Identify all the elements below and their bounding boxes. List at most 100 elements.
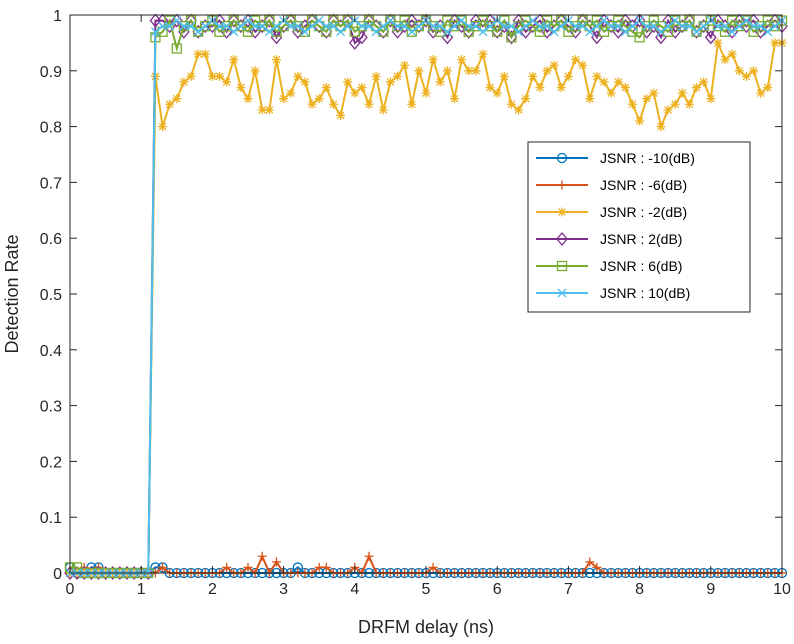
data-point-s2-93 — [727, 49, 737, 59]
data-point-s4-85 — [670, 15, 681, 26]
data-point-s5-46 — [393, 21, 402, 31]
data-point-s4-33 — [299, 26, 311, 37]
data-point-s2-64 — [521, 94, 531, 104]
data-point-s2-28 — [264, 105, 274, 115]
data-point-s5-56 — [464, 21, 474, 31]
legend-marker — [556, 152, 568, 164]
data-point-s2-87 — [684, 99, 694, 109]
data-point-s4-15 — [171, 43, 182, 54]
data-point-s4-82 — [648, 15, 659, 26]
data-point-s4-72 — [577, 15, 588, 26]
data-point-s2-91 — [713, 38, 723, 48]
data-point-s5-41 — [357, 21, 367, 31]
data-point-s2-23 — [229, 55, 239, 65]
data-point-s4-48 — [406, 26, 417, 37]
data-point-s2-63 — [514, 105, 524, 115]
data-point-s5-58 — [478, 27, 488, 37]
data-point-s3-15 — [170, 13, 183, 28]
data-point-s5-23 — [229, 27, 239, 37]
legend-entry-label: JSNR : -10(dB) — [600, 150, 695, 166]
data-point-s5-33 — [300, 27, 310, 37]
data-point-s2-47 — [400, 60, 410, 70]
data-point-s2-66 — [535, 83, 545, 93]
y-tick-label: 1 — [53, 8, 62, 25]
data-point-s2-59 — [485, 83, 495, 93]
data-point-s2-56 — [464, 66, 474, 76]
legend-entry-label: JSNR : -2(dB) — [600, 204, 687, 220]
data-point-s2-90 — [706, 94, 716, 104]
tick-layer: 0 1 2 3 4 5 6 7 8 9 10 0 0.1 0.2 0.3 0.4 0.5 0.6 0.7 0.8 0.9… — [40, 8, 791, 598]
data-point-s2-84 — [663, 105, 673, 115]
data-point-s3-80 — [633, 13, 646, 28]
data-point-s1-42 — [364, 551, 374, 561]
data-point-s2-77 — [613, 77, 623, 87]
data-point-s2-51 — [428, 55, 438, 65]
data-point-s4-66 — [534, 26, 546, 37]
data-point-s2-42 — [364, 99, 374, 109]
data-point-s5-77 — [613, 21, 623, 31]
data-point-s2-33 — [300, 77, 310, 87]
data-point-s5-57 — [471, 21, 481, 31]
data-point-s2-98 — [763, 83, 773, 93]
data-point-s5-94 — [734, 21, 744, 31]
data-point-s3-40 — [348, 35, 361, 50]
data-point-s2-57 — [471, 66, 481, 76]
data-point-s2-17 — [186, 71, 196, 81]
data-point-s4-59 — [484, 21, 496, 32]
x-tick-label: 10 — [773, 581, 791, 598]
data-point-s2-74 — [592, 71, 602, 81]
data-point-s4-24 — [235, 21, 247, 32]
data-point-s5-68 — [549, 27, 559, 37]
data-point-s5-95 — [741, 16, 751, 26]
data-point-s3-25 — [242, 13, 254, 28]
data-point-s3-11 — [142, 565, 155, 581]
data-point-s2-40 — [350, 88, 360, 98]
data-point-s4-19 — [200, 21, 211, 32]
data-point-s2-53 — [442, 66, 452, 76]
data-point-s2-49 — [414, 66, 424, 76]
data-point-s2-20 — [207, 71, 217, 81]
y-tick-label: 0.8 — [40, 120, 62, 137]
data-point-s4-96 — [748, 26, 759, 37]
data-point-s2-21 — [215, 71, 225, 81]
data-point-s2-69 — [556, 83, 566, 93]
data-point-s2-80 — [635, 116, 645, 126]
data-point-s5-92 — [720, 21, 730, 31]
data-point-s5-44 — [378, 21, 388, 31]
data-point-s5-47 — [400, 21, 410, 31]
data-point-s5-15 — [172, 16, 182, 26]
data-point-s5-14 — [165, 21, 175, 31]
data-point-s5-87 — [684, 21, 694, 31]
y-tick-label: 0.9 — [40, 64, 62, 81]
data-point-s4-55 — [456, 15, 467, 26]
y-tick-label: 0.5 — [40, 287, 62, 304]
data-point-s2-54 — [449, 94, 459, 104]
data-point-s2-37 — [328, 99, 338, 109]
y-tick-label: 0.7 — [40, 175, 62, 192]
data-point-s2-65 — [528, 71, 538, 81]
data-point-s5-32 — [293, 21, 303, 31]
data-point-s5-39 — [343, 21, 353, 31]
data-point-s5-24 — [236, 21, 246, 31]
data-point-s4-77 — [613, 15, 624, 26]
data-point-s5-45 — [385, 16, 395, 26]
data-point-s2-70 — [563, 71, 573, 81]
data-point-s2-31 — [286, 88, 296, 98]
data-point-s2-60 — [492, 88, 502, 98]
data-point-s4-98 — [762, 15, 773, 26]
data-point-s5-48 — [407, 27, 417, 37]
legend-marker — [557, 288, 567, 298]
data-point-s5-78 — [620, 27, 630, 37]
data-point-s1-51 — [428, 562, 438, 572]
data-point-s2-35 — [314, 94, 324, 104]
data-point-s5-21 — [215, 21, 224, 31]
data-point-s4-95 — [741, 15, 752, 26]
data-point-s2-29 — [271, 55, 281, 65]
x-tick-label: 6 — [493, 581, 502, 598]
data-point-s5-66 — [535, 21, 545, 31]
legend-marker — [557, 180, 567, 190]
data-point-s5-17 — [186, 21, 196, 31]
data-point-s5-25 — [243, 16, 253, 26]
data-point-s5-31 — [286, 21, 296, 31]
x-tick-label: 4 — [350, 581, 359, 598]
